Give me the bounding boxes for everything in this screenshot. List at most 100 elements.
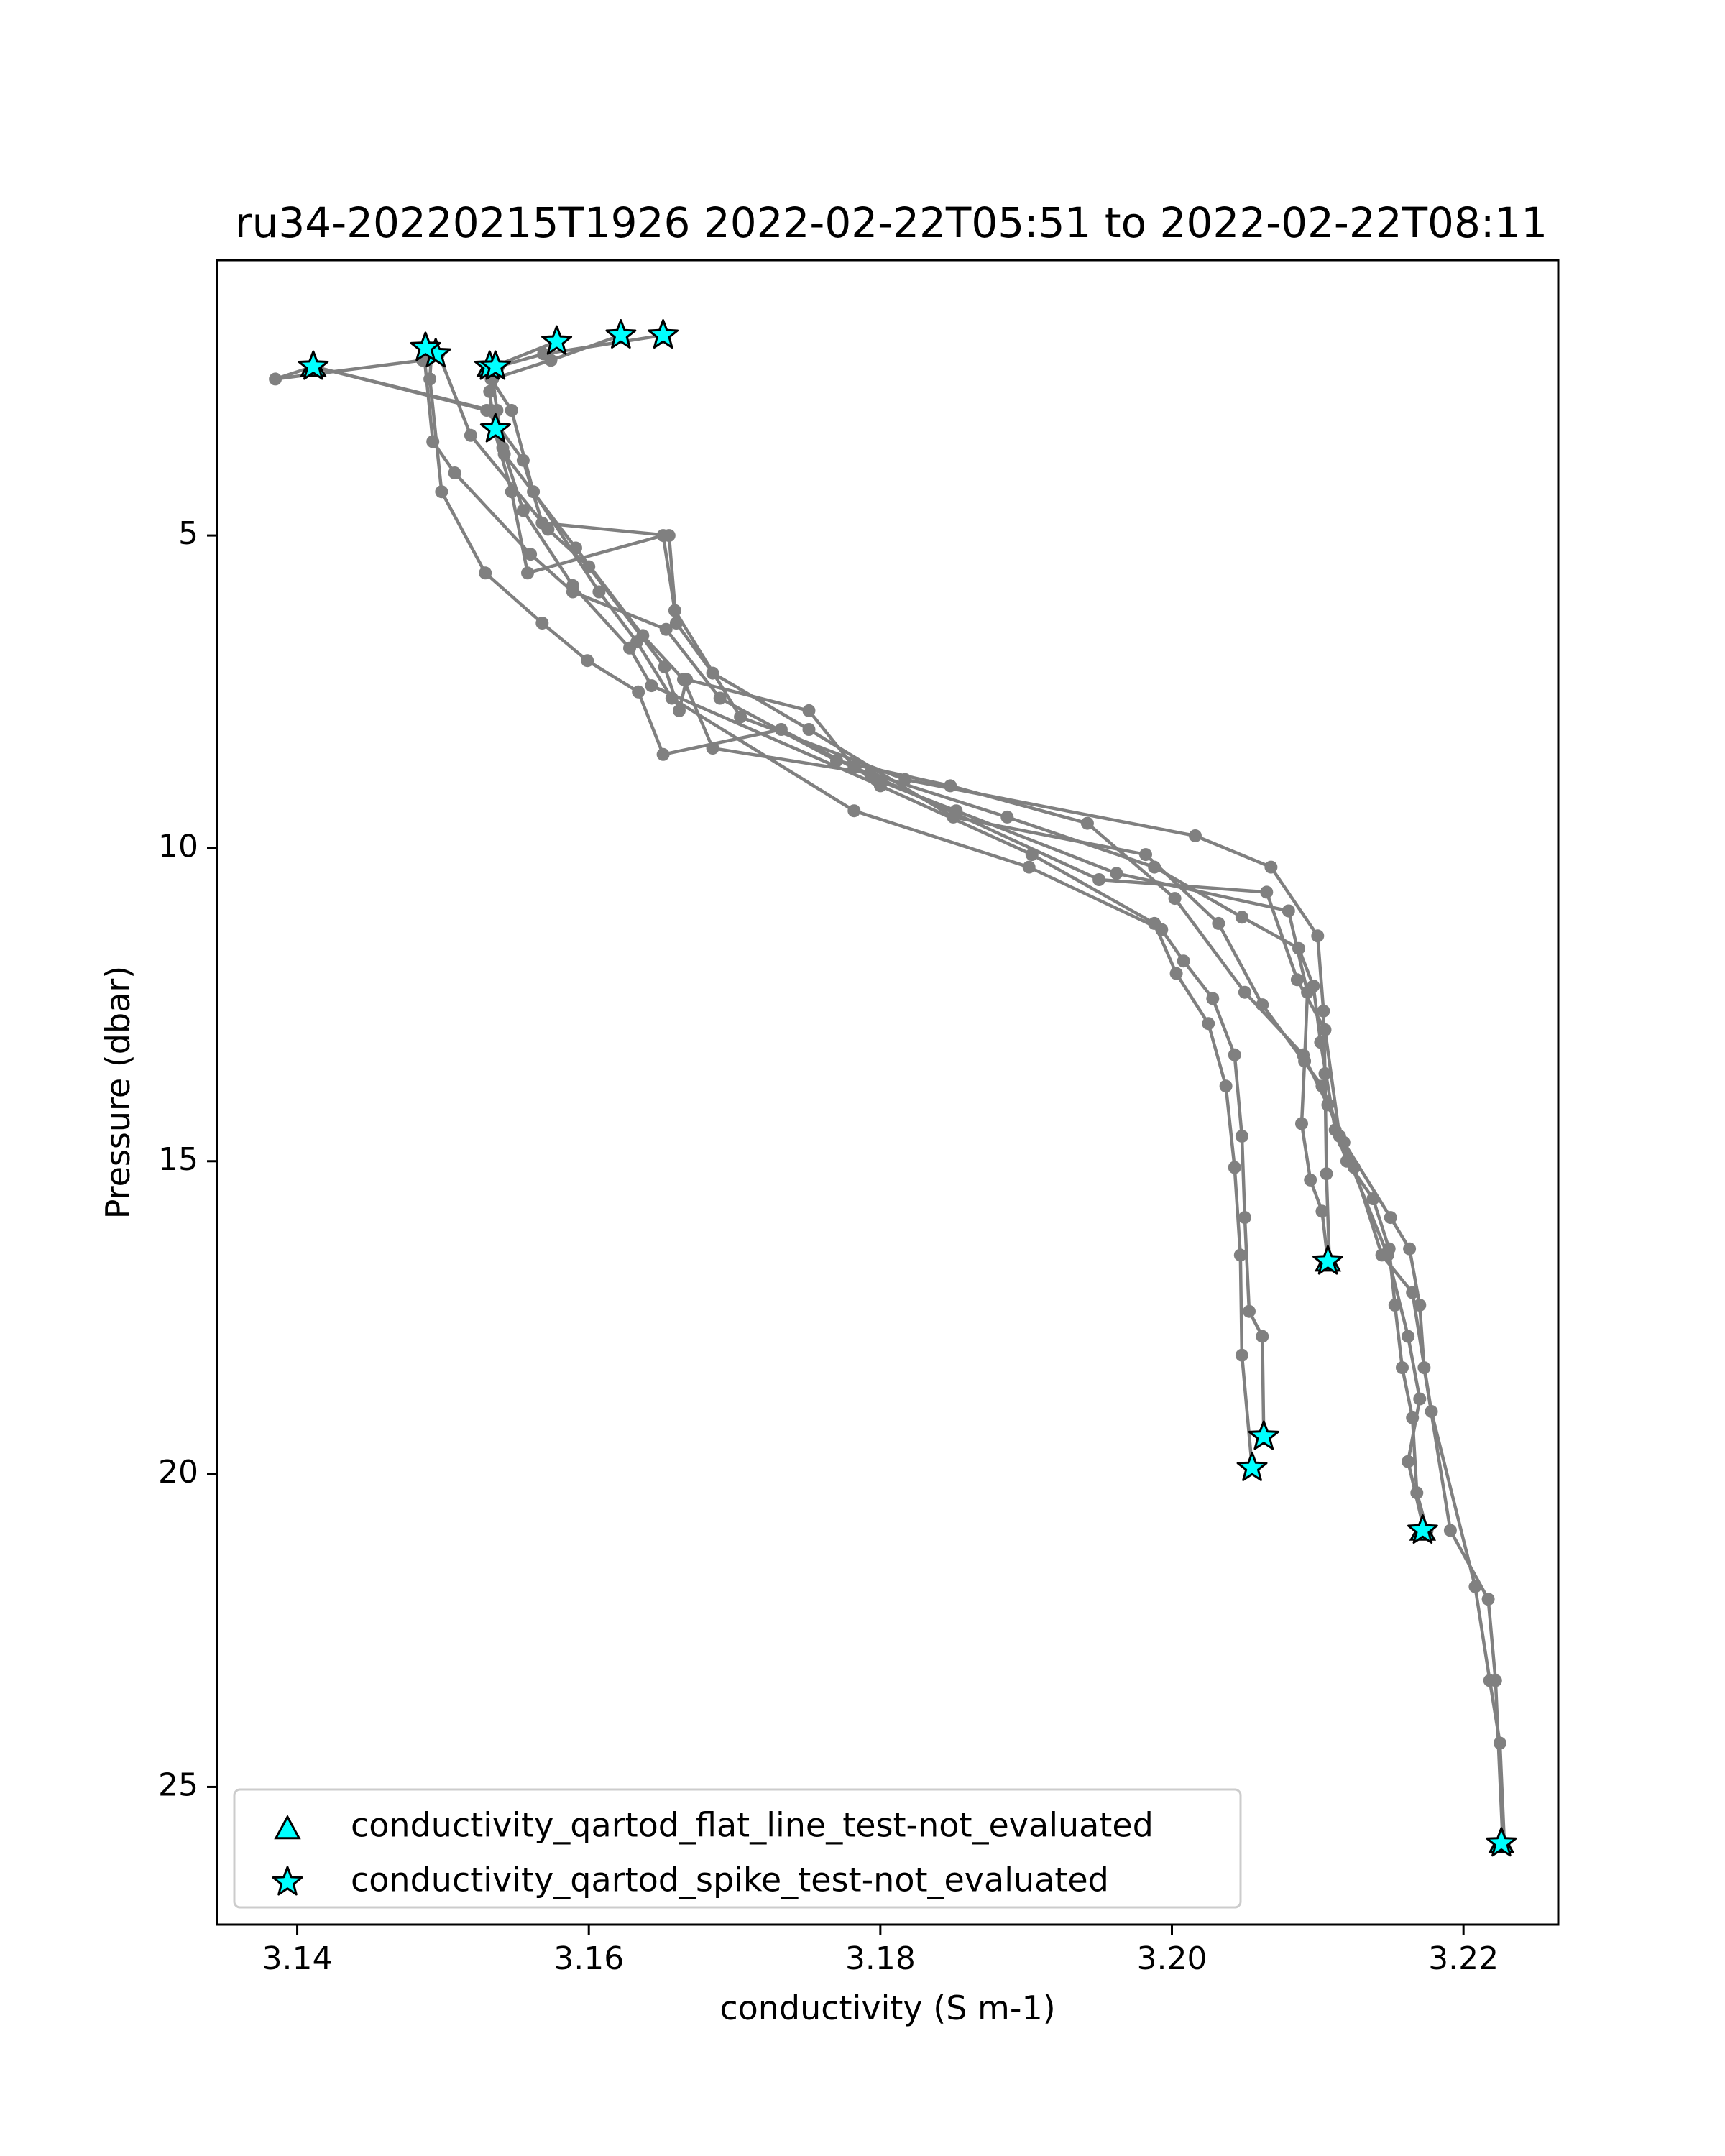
data-point — [464, 428, 477, 442]
y-tick-label: 15 — [158, 1141, 198, 1178]
data-point — [1413, 1392, 1427, 1406]
y-tick-label: 25 — [158, 1766, 198, 1803]
data-point — [1311, 929, 1325, 943]
data-point — [1228, 1048, 1241, 1061]
data-point — [1256, 1330, 1269, 1343]
data-point — [947, 810, 960, 824]
x-axis-label: conductivity (S m-1) — [719, 1989, 1055, 2027]
data-point — [1384, 1211, 1397, 1225]
series-line — [273, 352, 1426, 1531]
data-point — [524, 548, 538, 561]
data-point — [636, 629, 650, 642]
spike-flag-marker — [1407, 1514, 1438, 1544]
data-point — [1238, 1211, 1251, 1225]
data-point — [1139, 848, 1152, 862]
data-point — [1366, 1192, 1380, 1205]
data-point — [423, 372, 437, 386]
spike-flag-marker — [298, 350, 329, 380]
data-point — [269, 372, 282, 386]
data-point — [426, 435, 440, 448]
data-point — [448, 466, 461, 479]
data-point — [669, 617, 683, 630]
data-point — [505, 485, 518, 499]
star-icon — [272, 1866, 303, 1896]
data-point — [497, 447, 511, 461]
data-point — [1228, 1161, 1241, 1174]
data-point — [1315, 1204, 1329, 1218]
data-point — [802, 723, 816, 736]
data-point — [1177, 954, 1190, 968]
data-point — [1092, 873, 1106, 886]
spike-flag-marker — [1486, 1827, 1517, 1857]
legend-label-spike: conductivity_qartod_spike_test-not_evalu… — [351, 1861, 1109, 1899]
data-point — [1168, 892, 1182, 906]
data-point — [1243, 1304, 1256, 1318]
data-point — [480, 404, 494, 417]
spike-flag-marker — [1312, 1245, 1343, 1275]
data-point — [1481, 1593, 1495, 1606]
data-point — [581, 654, 594, 668]
data-point — [1413, 1299, 1427, 1312]
y-axis-label: Pressure (dbar) — [98, 966, 137, 1219]
data-point — [774, 723, 788, 736]
data-point — [1169, 967, 1183, 980]
data-point — [1219, 1079, 1233, 1093]
data-point — [582, 560, 596, 573]
spike-flag-marker — [605, 319, 637, 349]
data-point — [1425, 1405, 1438, 1418]
data-point — [1317, 1004, 1330, 1018]
x-tick-label: 3.16 — [553, 1940, 624, 1977]
data-point — [1235, 911, 1248, 924]
triangle-icon — [274, 1814, 301, 1840]
data-point — [1396, 1361, 1409, 1375]
data-point — [1388, 1299, 1402, 1312]
data-point — [1206, 992, 1220, 1005]
data-point — [1307, 980, 1320, 992]
data-point — [1375, 1248, 1389, 1262]
series-line — [313, 364, 1505, 1843]
data-point — [566, 585, 579, 599]
data-point — [662, 529, 676, 543]
data-point — [1080, 816, 1094, 830]
spike-flag-marker — [1236, 1451, 1268, 1481]
data-point — [863, 767, 877, 780]
data-point — [1025, 848, 1039, 862]
data-point — [1304, 1173, 1317, 1187]
data-point — [1318, 1023, 1332, 1036]
data-point — [1235, 1129, 1248, 1143]
series-line — [422, 354, 1506, 1843]
data-point — [1406, 1411, 1420, 1424]
data-point — [1297, 1048, 1310, 1061]
data-point — [1320, 1167, 1333, 1181]
data-point — [544, 354, 558, 367]
data-point — [1000, 810, 1014, 824]
data-point — [1402, 1330, 1415, 1343]
data-point — [1314, 1036, 1328, 1049]
data-point — [1189, 829, 1202, 842]
data-point — [847, 760, 861, 774]
data-point — [1148, 916, 1162, 930]
data-point — [527, 485, 540, 499]
data-point — [830, 754, 843, 768]
spike-flag-marker — [541, 325, 573, 355]
data-point — [569, 541, 582, 555]
data-point — [1292, 941, 1305, 955]
data-point — [1282, 904, 1295, 918]
data-point — [1022, 860, 1036, 874]
legend: conductivity_qartod_flat_line_test-not_e… — [233, 1788, 1242, 1909]
data-point — [1328, 1123, 1342, 1137]
data-point — [677, 673, 690, 686]
data-point — [1260, 885, 1274, 899]
data-point — [1202, 1017, 1215, 1031]
legend-box — [233, 1788, 1242, 1909]
data-point — [1403, 1242, 1417, 1256]
flags-layer — [298, 319, 1517, 1857]
data-point — [1264, 860, 1278, 874]
x-axis: 3.14 3.16 3.18 3.20 3.22 — [262, 1925, 1499, 1977]
legend-star-marker — [272, 1866, 303, 1896]
data-point — [673, 704, 686, 717]
data-point — [944, 779, 957, 793]
data-point — [1212, 916, 1225, 930]
y-tick-label: 20 — [158, 1454, 198, 1491]
